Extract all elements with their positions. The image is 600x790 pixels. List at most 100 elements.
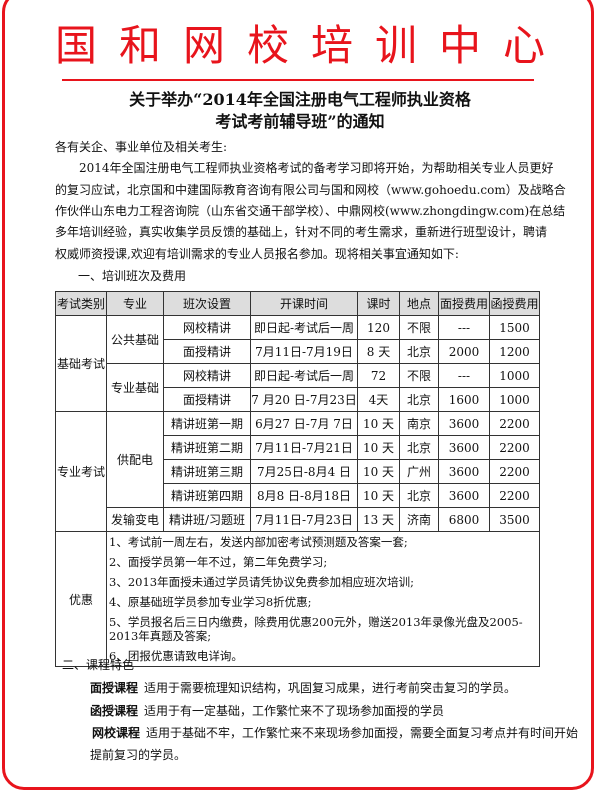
table-cell: 函授课程 <box>90 704 139 718</box>
table-cell: 网校课程 <box>92 726 141 740</box>
body-line: 2014年全国注册电气工程师执业资格考试的备考学习即将开始，为帮助相关专业人员更… <box>55 161 554 175</box>
table-cell: 7 月20 日-7月23日 <box>250 387 358 412</box>
table-row: 专业基础 网校精讲 即日起-考试后一周 72 不限 --- 1000 <box>56 363 540 412</box>
table-cell: 10 天 <box>357 483 400 508</box>
th: 地点 <box>399 291 439 316</box>
table-cell: 1500 <box>489 315 540 340</box>
table-cell: 适用于有一定基础，工作繁忙来不了现场参加面授的学员 <box>144 704 445 718</box>
major-cell: 供配电 <box>106 411 164 508</box>
table-cell: 面授精讲 <box>163 339 251 364</box>
table-cell: 精讲班第一期 <box>163 411 251 436</box>
th: 开课时间 <box>250 291 358 316</box>
section-2-title: 二、课程特色 <box>62 658 135 672</box>
feature-item: 面授课程 适用于需要梳理知识结构，巩固复习成果，进行考前突击复习的学员。 <box>90 678 516 699</box>
table-row: 精讲班第四期 8月8 日-8月18日 10 天北京 3600 2200 <box>56 483 540 508</box>
table-cell: 3600 <box>438 483 490 508</box>
th: 面授费用 <box>438 291 490 316</box>
perk-item: 1、考试前一周左右，发送内部加密考试预测题及答案一套; <box>109 535 408 549</box>
table-cell: 适用于需要梳理知识结构，巩固复习成果，进行考前突击复习的学员。 <box>144 681 517 695</box>
table-cell: 2000 <box>438 339 490 364</box>
th: 班次设置 <box>163 291 251 316</box>
table-cell: 3600 <box>438 459 490 484</box>
fee-table: 考试类别 专业 班次设置 开课时间 课时 地点 面授费用 函授费用 基础考试 公共基础 网校精讲即… <box>55 291 540 667</box>
section-1-title: 一、培训班次及费用 <box>78 269 187 283</box>
table-cell: 10 天 <box>357 411 400 436</box>
table-cell: 即日起-考试后一周 <box>250 315 358 340</box>
table-cell: --- <box>438 363 490 388</box>
table-cell: 网校精讲 <box>163 315 251 340</box>
table-cell: 1600 <box>438 387 490 412</box>
table-cell: 2200 <box>489 435 540 460</box>
table-cell: 3600 <box>438 411 490 436</box>
table-cell: 精讲班/习题班 <box>163 507 251 532</box>
table-header: 考试类别 专业 班次设置 开课时间 课时 地点 面授费用 函授费用 <box>55 291 540 316</box>
table-cell: 精讲班第二期 <box>163 435 251 460</box>
table-row: 专业考试 供配电 精讲班第一期 6月27 日-7月 7日 10 天南京 3600 2200 <box>55 411 540 532</box>
table-cell: 面授课程 <box>90 681 139 695</box>
table-row: 精讲班第二期 7月11日-7月21日 10 天北京 3600 2200 <box>56 435 540 460</box>
perk-item: 4、原基础班学员参加专业学习8折优惠; <box>109 595 312 609</box>
table-cell: 72 <box>357 363 400 388</box>
table-cell: 13 天 <box>357 507 400 532</box>
table-cell: 网校精讲 <box>163 363 251 388</box>
perk-item: 2、面授学员第一年不过，第二年免费学习; <box>109 555 328 569</box>
table-cell: 6月27 日-7月 7日 <box>250 411 358 436</box>
header-rule <box>62 79 534 81</box>
body-line: 权威师资授课,欢迎有培训需求的专业人员报名参加。现将相关事宜通知如下: <box>55 247 459 261</box>
table-cell: 北京 <box>399 387 439 412</box>
table-cell: 即日起-考试后一周 <box>250 363 358 388</box>
salutation: 各有关企、事业单位及相关考生: <box>55 140 228 154</box>
perk-item: 6、团报优惠请致电详询。 <box>109 649 243 663</box>
table-cell: 6800 <box>438 507 490 532</box>
table-cell: 南京 <box>399 411 439 436</box>
th: 专业 <box>106 291 164 316</box>
perks-label: 优惠 <box>55 531 107 667</box>
table-cell: 8月8 日-8月18日 <box>250 483 358 508</box>
notice-title-2: 考试考前辅导班”的通知 <box>215 112 385 131</box>
th: 课时 <box>357 291 400 316</box>
table-row: 发输变电 精讲班/习题班 7月11日-7月23日 13 天济南 6800 3500 <box>56 507 540 532</box>
feature-item: 网校课程 适用于基础不牢，工作繁忙来不来现场参加面授，需要全面复习考点并有时间开始 <box>92 723 578 744</box>
table-cell: 北京 <box>399 483 439 508</box>
major-cell: 发输变电 <box>106 507 164 532</box>
feature-tail: 提前复习的学员。 <box>90 748 187 762</box>
table-cell: 1000 <box>489 387 540 412</box>
table-cell: 7月11日-7月19日 <box>250 339 358 364</box>
table-cell: 7月11日-7月21日 <box>250 435 358 460</box>
table-cell: 1200 <box>489 339 540 364</box>
major-cell: 专业基础 <box>106 363 164 412</box>
body-line: 多年培训经验，真实收集学员反馈的基础上，针对不同的考生需求，重新进行班型设计，聘… <box>55 225 548 239</box>
table-cell: 1000 <box>489 363 540 388</box>
category-cell: 基础考试 <box>55 315 107 412</box>
table-cell: 适用于基础不牢，工作繁忙来不来现场参加面授，需要全面复习考点并有时间开始 <box>146 726 579 740</box>
perk-item: 3、2013年面授未通过学员请凭协议免费参加相应班次培训; <box>109 575 414 589</box>
table-cell: 精讲班第四期 <box>163 483 251 508</box>
feature-item: 函授课程 适用于有一定基础，工作繁忙来不了现场参加面授的学员 <box>90 701 444 722</box>
table-cell: 7月25日-8月4 日 <box>250 459 358 484</box>
notice-title-1: 关于举办“2014年全国注册电气工程师执业资格 <box>129 90 471 109</box>
table-cell: 广州 <box>399 459 439 484</box>
org-name: 国和网校培训中心 <box>54 21 567 70</box>
perk-item: 5、学员报名后三日内缴费，除费用优惠200元外，赠送2013年录像光盘及2005… <box>109 615 523 643</box>
table-cell: 10 天 <box>357 459 400 484</box>
perks-list: 1、考试前一周左右，发送内部加密考试预测题及答案一套; 2、面授学员第一年不过，… <box>106 531 540 667</box>
table-cell: 2200 <box>489 459 540 484</box>
table-cell: 不限 <box>399 363 439 388</box>
table-cell: 10 天 <box>357 435 400 460</box>
perks-row: 优惠 1、考试前一周左右，发送内部加密考试预测题及答案一套; 2、面授学员第一年… <box>55 531 540 667</box>
category-cell: 专业考试 <box>55 411 107 532</box>
th: 函授费用 <box>489 291 540 316</box>
body-line: 的复习应试，北京国和中建国际教育咨询有限公司与国和网校（www.gohoedu.… <box>55 183 566 197</box>
table-cell: 面授精讲 <box>163 387 251 412</box>
table-cell: 济南 <box>399 507 439 532</box>
major-cell: 公共基础 <box>106 315 164 364</box>
table-cell: 精讲班第三期 <box>163 459 251 484</box>
table-cell: 3500 <box>489 507 540 532</box>
table-cell: 2200 <box>489 411 540 436</box>
table-cell: 北京 <box>399 435 439 460</box>
table-cell: 8 天 <box>357 339 400 364</box>
table-cell: 4天 <box>357 387 400 412</box>
table-cell: 7月11日-7月23日 <box>250 507 358 532</box>
th: 考试类别 <box>55 291 107 316</box>
table-cell: 3600 <box>438 435 490 460</box>
